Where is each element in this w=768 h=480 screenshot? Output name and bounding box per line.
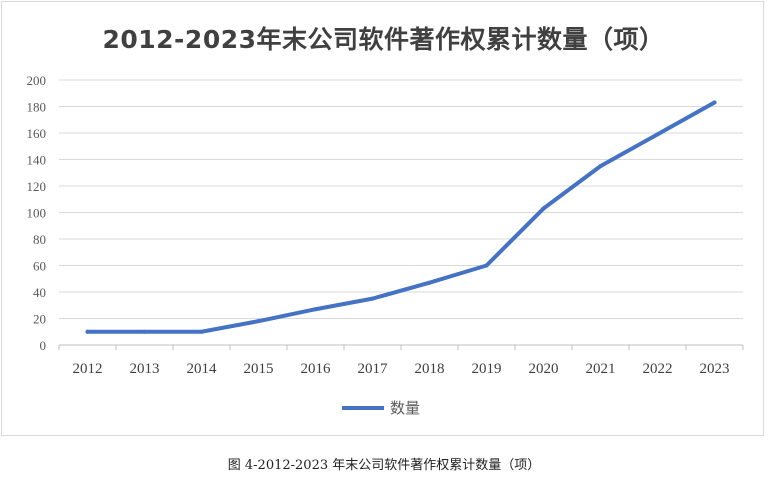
y-tick-label: 200 (27, 73, 47, 88)
legend: 数量 (342, 397, 420, 418)
x-tick-label: 2012 (73, 361, 103, 377)
data-point (598, 164, 603, 169)
data-point (712, 100, 717, 105)
x-tick-label: 2014 (187, 361, 218, 377)
data-point (370, 296, 375, 301)
x-tick-label: 2015 (244, 361, 274, 377)
x-tick-label: 2022 (643, 361, 673, 377)
y-tick-label: 120 (27, 179, 47, 194)
data-point (199, 329, 204, 334)
chart-title: 2012-2023年末公司软件著作权累计数量（项） (102, 25, 665, 54)
x-tick-label: 2020 (529, 361, 559, 377)
data-point (256, 319, 261, 324)
y-tick-label: 100 (27, 206, 47, 221)
figure-caption: 图 4-2012-2023 年末公司软件著作权累计数量（项） (227, 458, 541, 473)
legend-label: 数量 (390, 399, 421, 417)
plot-area: 0 20 40 60 80 100 120 140 160 180 200 2012 2013 2014 2… (27, 73, 744, 377)
legend-line-swatch (342, 405, 384, 410)
chart-frame: 2012-2023年末公司软件著作权累计数量（项） 0 20 40 60 80 100 12… (1, 1, 764, 436)
x-tick-label: 2017 (358, 361, 389, 377)
y-tick-label: 40 (33, 285, 46, 300)
y-tick-label: 20 (33, 312, 46, 327)
x-tick-label: 2013 (130, 361, 160, 377)
y-tick-label: 160 (27, 126, 47, 141)
x-tick-label: 2018 (415, 361, 445, 377)
data-point (484, 263, 489, 268)
y-tick-label: 0 (40, 338, 47, 353)
x-tick-label: 2019 (472, 361, 502, 377)
data-point (313, 307, 318, 312)
data-point (85, 329, 90, 334)
y-tick-label: 80 (33, 232, 46, 247)
y-tick-label: 140 (27, 153, 47, 168)
x-tick-label: 2023 (700, 361, 730, 377)
data-point (142, 329, 147, 334)
data-point (655, 132, 660, 137)
y-tick-label: 60 (33, 259, 46, 274)
x-tick-label: 2016 (301, 361, 332, 377)
y-tick-label: 180 (27, 100, 47, 115)
series-line (85, 100, 717, 334)
x-tick-label: 2021 (586, 361, 616, 377)
data-point (541, 206, 546, 211)
data-point (427, 280, 432, 285)
